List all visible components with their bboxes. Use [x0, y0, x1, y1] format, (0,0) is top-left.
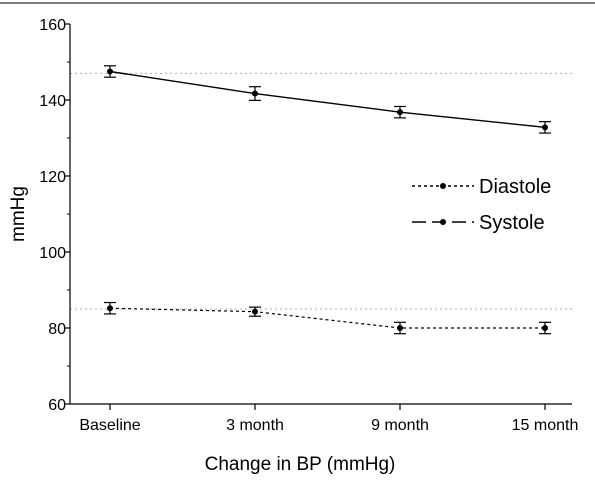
reference-lines	[70, 72, 572, 310]
legend-systole-marker	[440, 219, 446, 225]
systole-line	[109, 70, 546, 129]
systole-point-2	[397, 109, 403, 116]
y-tick-label-100: 100	[39, 245, 66, 262]
y-ticks: 60 80 100 120 140 160	[39, 17, 70, 414]
y-tick-label-60: 60	[48, 397, 66, 414]
diastole-point-1	[252, 308, 258, 315]
legend-systole-label: Systole	[479, 212, 545, 234]
legend: Diastole Systole	[412, 176, 551, 234]
series-layer	[104, 65, 551, 335]
x-tick-label-0: Baseline	[79, 417, 140, 434]
x-ticks: Baseline 3 month 9 month 15 month	[79, 404, 578, 434]
series-diastole	[104, 301, 551, 335]
y-tick-label-120: 120	[39, 169, 66, 186]
series-systole	[104, 65, 551, 134]
diastole-point-3	[542, 325, 548, 331]
y-tick-label-80: 80	[48, 321, 66, 338]
x-axis-title: Change in BP (mmHg)	[205, 454, 396, 475]
x-tick-label-1: 3 month	[226, 417, 284, 434]
diastole-line	[109, 307, 545, 329]
y-axis-title: mmHg	[8, 186, 29, 242]
x-tick-label-2: 9 month	[371, 417, 429, 434]
diastole-point-2	[397, 325, 403, 331]
y-tick-label-160: 160	[39, 17, 66, 34]
systole-point-3	[542, 124, 548, 131]
diastole-point-0	[107, 305, 113, 312]
legend-diastole-marker	[440, 183, 446, 189]
systole-point-1	[252, 90, 258, 97]
x-tick-label-3: 15 month	[512, 417, 579, 434]
y-tick-label-140: 140	[39, 93, 66, 110]
systole-point-0	[107, 68, 113, 75]
legend-diastole-label: Diastole	[479, 176, 551, 198]
